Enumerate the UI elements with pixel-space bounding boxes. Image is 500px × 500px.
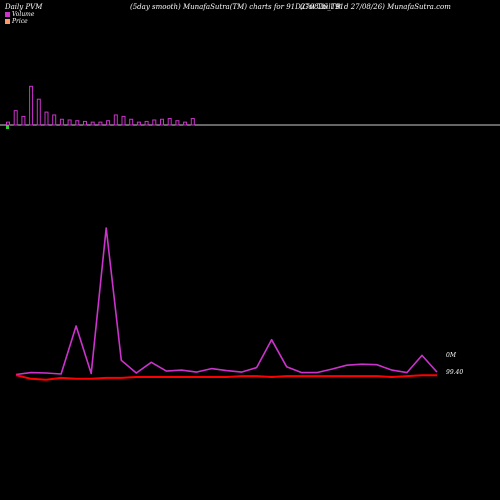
volume-bar	[29, 85, 34, 126]
volume-bar	[52, 114, 57, 126]
volume-line	[15, 227, 438, 376]
volume-bar	[36, 98, 41, 126]
volume-bar	[183, 121, 188, 126]
chart-title-right: (Goi Tbill 91d 27/08/26) MunafaSutra.com	[300, 3, 451, 11]
volume-bar	[6, 121, 10, 126]
volume-bar	[121, 115, 126, 126]
volume-bar	[113, 114, 118, 126]
volume-bar	[160, 118, 164, 126]
volume-bar	[167, 118, 172, 126]
legend-swatch-volume	[5, 12, 10, 17]
legend-item-volume: Volume	[5, 11, 34, 18]
volume-bar	[44, 111, 49, 126]
chart-title-middle: (5day smooth) MunafaSutra(TM) charts for…	[130, 3, 341, 11]
volume-bar	[152, 119, 157, 126]
chart-title-left: Daily PVM	[5, 3, 43, 11]
volume-bar	[136, 121, 141, 126]
volume-bar	[175, 120, 180, 126]
volume-axis-label: 0M	[446, 352, 456, 359]
volume-bar	[67, 119, 72, 126]
volume-bar	[90, 121, 95, 126]
first-bar-marker	[6, 125, 9, 129]
volume-bar	[129, 118, 134, 126]
volume-bar	[190, 118, 195, 126]
volume-bar	[98, 121, 103, 126]
volume-bar	[106, 120, 111, 126]
legend-item-price: Price	[5, 18, 28, 25]
price-line	[15, 374, 437, 381]
volume-bar	[13, 110, 18, 126]
volume-bar	[144, 120, 149, 126]
volume-bar	[59, 118, 64, 126]
legend-swatch-price	[5, 19, 10, 24]
volume-bar	[83, 120, 87, 126]
legend-label-volume: Volume	[12, 11, 35, 18]
legend-label-price: Price	[12, 18, 28, 25]
volume-bar	[75, 120, 80, 126]
price-axis-label: 99.40	[446, 369, 464, 376]
volume-bar	[21, 115, 26, 126]
